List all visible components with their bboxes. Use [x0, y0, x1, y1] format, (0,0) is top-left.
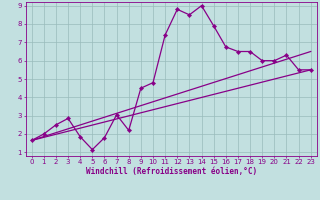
X-axis label: Windchill (Refroidissement éolien,°C): Windchill (Refroidissement éolien,°C) [86, 167, 257, 176]
